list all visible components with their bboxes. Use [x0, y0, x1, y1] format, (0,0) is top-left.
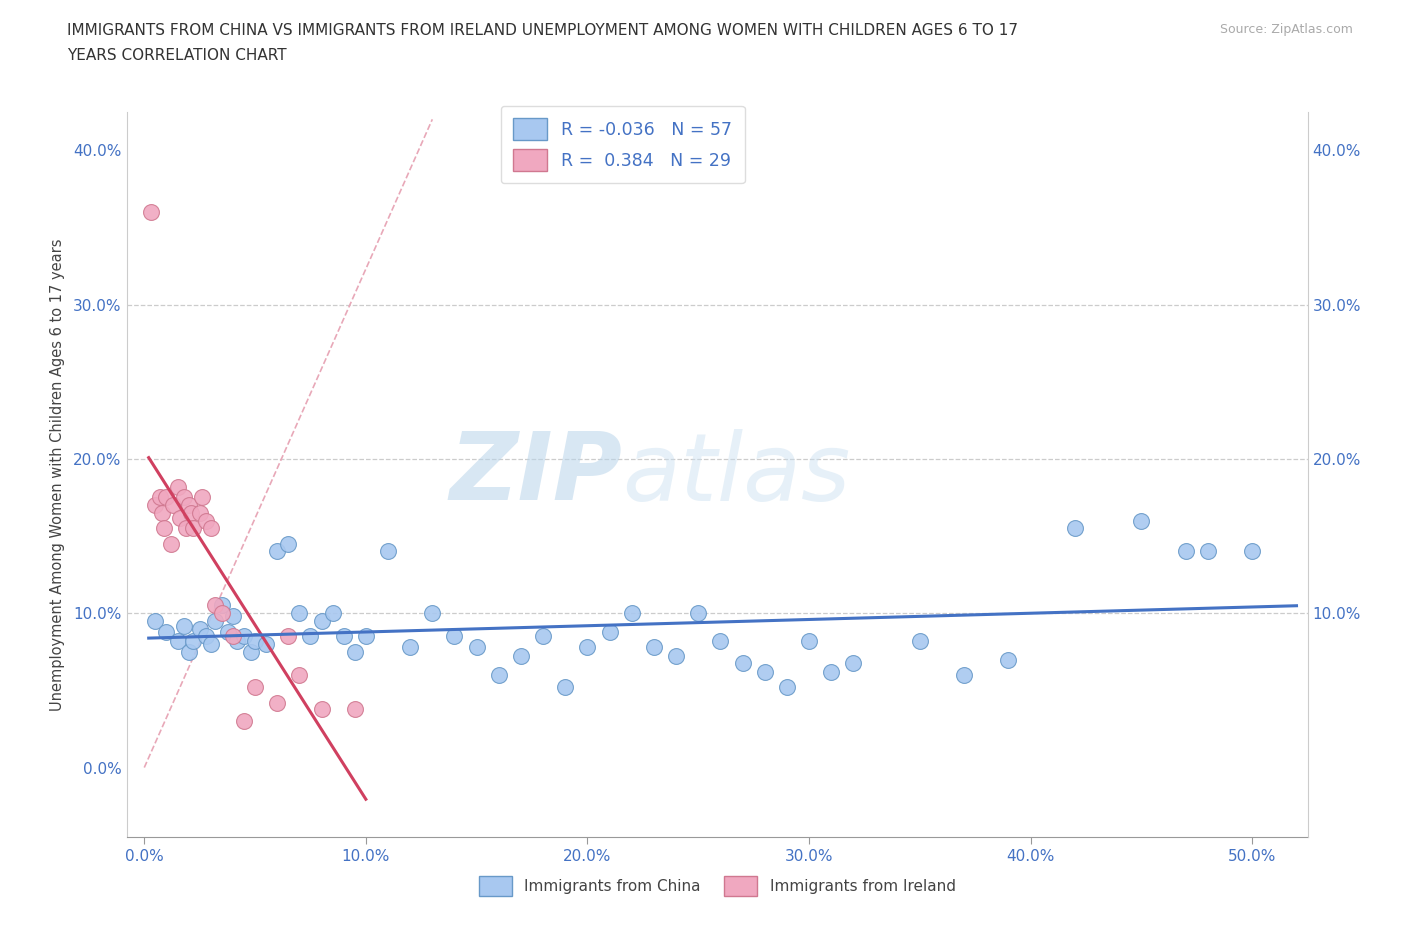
Point	[254, 637, 277, 652]
Point	[166, 479, 188, 494]
Point	[797, 633, 820, 648]
Point	[177, 498, 200, 512]
Point	[465, 640, 488, 655]
Point	[150, 505, 173, 520]
Point	[420, 605, 443, 620]
Point	[908, 633, 931, 648]
Point	[953, 668, 976, 683]
Point	[243, 633, 266, 648]
Point	[332, 629, 354, 644]
Point	[820, 664, 842, 679]
Point	[188, 505, 211, 520]
Point	[754, 664, 776, 679]
Point	[191, 490, 214, 505]
Point	[776, 680, 799, 695]
Point	[173, 490, 195, 505]
Point	[643, 640, 665, 655]
Point	[188, 621, 211, 636]
Point	[311, 701, 333, 716]
Point	[554, 680, 576, 695]
Point	[169, 510, 191, 525]
Point	[531, 629, 554, 644]
Point	[166, 633, 188, 648]
Point	[181, 521, 204, 536]
Point	[343, 644, 366, 659]
Point	[239, 644, 262, 659]
Point	[288, 605, 311, 620]
Point	[842, 655, 865, 670]
Point	[143, 614, 166, 629]
Point	[217, 624, 239, 639]
Point	[488, 668, 510, 683]
Point	[173, 618, 195, 633]
Point	[180, 505, 202, 520]
Point	[226, 633, 249, 648]
Point	[731, 655, 754, 670]
Point	[510, 649, 533, 664]
Point	[177, 644, 200, 659]
Point	[277, 629, 299, 644]
Point	[139, 205, 162, 219]
Point	[176, 521, 198, 536]
Point	[1197, 544, 1219, 559]
Text: ZIP: ZIP	[450, 429, 623, 520]
Point	[266, 544, 288, 559]
Point	[200, 637, 222, 652]
Point	[211, 605, 233, 620]
Point	[149, 490, 172, 505]
Point	[243, 680, 266, 695]
Point	[143, 498, 166, 512]
Point	[155, 490, 177, 505]
Text: IMMIGRANTS FROM CHINA VS IMMIGRANTS FROM IRELAND UNEMPLOYMENT AMONG WOMEN WITH C: IMMIGRANTS FROM CHINA VS IMMIGRANTS FROM…	[67, 23, 1018, 38]
Point	[599, 624, 621, 639]
Point	[204, 614, 226, 629]
Point	[399, 640, 422, 655]
Text: atlas: atlas	[623, 429, 851, 520]
Point	[233, 714, 256, 729]
Point	[299, 629, 322, 644]
Point	[354, 629, 377, 644]
Point	[1174, 544, 1197, 559]
Point	[997, 652, 1019, 667]
Point	[222, 609, 245, 624]
Text: Source: ZipAtlas.com: Source: ZipAtlas.com	[1219, 23, 1353, 36]
Point	[277, 537, 299, 551]
Point	[211, 598, 233, 613]
Point	[1130, 513, 1153, 528]
Text: YEARS CORRELATION CHART: YEARS CORRELATION CHART	[67, 48, 287, 63]
Point	[153, 521, 176, 536]
Point	[343, 701, 366, 716]
Point	[709, 633, 731, 648]
Point	[620, 605, 643, 620]
Point	[195, 513, 218, 528]
Point	[665, 649, 688, 664]
Y-axis label: Unemployment Among Women with Children Ages 6 to 17 years: Unemployment Among Women with Children A…	[49, 238, 65, 711]
Point	[200, 521, 222, 536]
Point	[1064, 521, 1087, 536]
Point	[181, 633, 204, 648]
Point	[204, 598, 226, 613]
Point	[311, 614, 333, 629]
Point	[195, 629, 218, 644]
Point	[155, 624, 177, 639]
Point	[233, 629, 256, 644]
Point	[222, 629, 245, 644]
Point	[160, 537, 183, 551]
Point	[162, 498, 184, 512]
Point	[443, 629, 465, 644]
Point	[377, 544, 399, 559]
Point	[576, 640, 599, 655]
Point	[688, 605, 710, 620]
Point	[288, 668, 311, 683]
Point	[1241, 544, 1264, 559]
Point	[322, 605, 344, 620]
Point	[266, 696, 288, 711]
Legend: Immigrants from China, Immigrants from Ireland: Immigrants from China, Immigrants from I…	[472, 870, 962, 902]
